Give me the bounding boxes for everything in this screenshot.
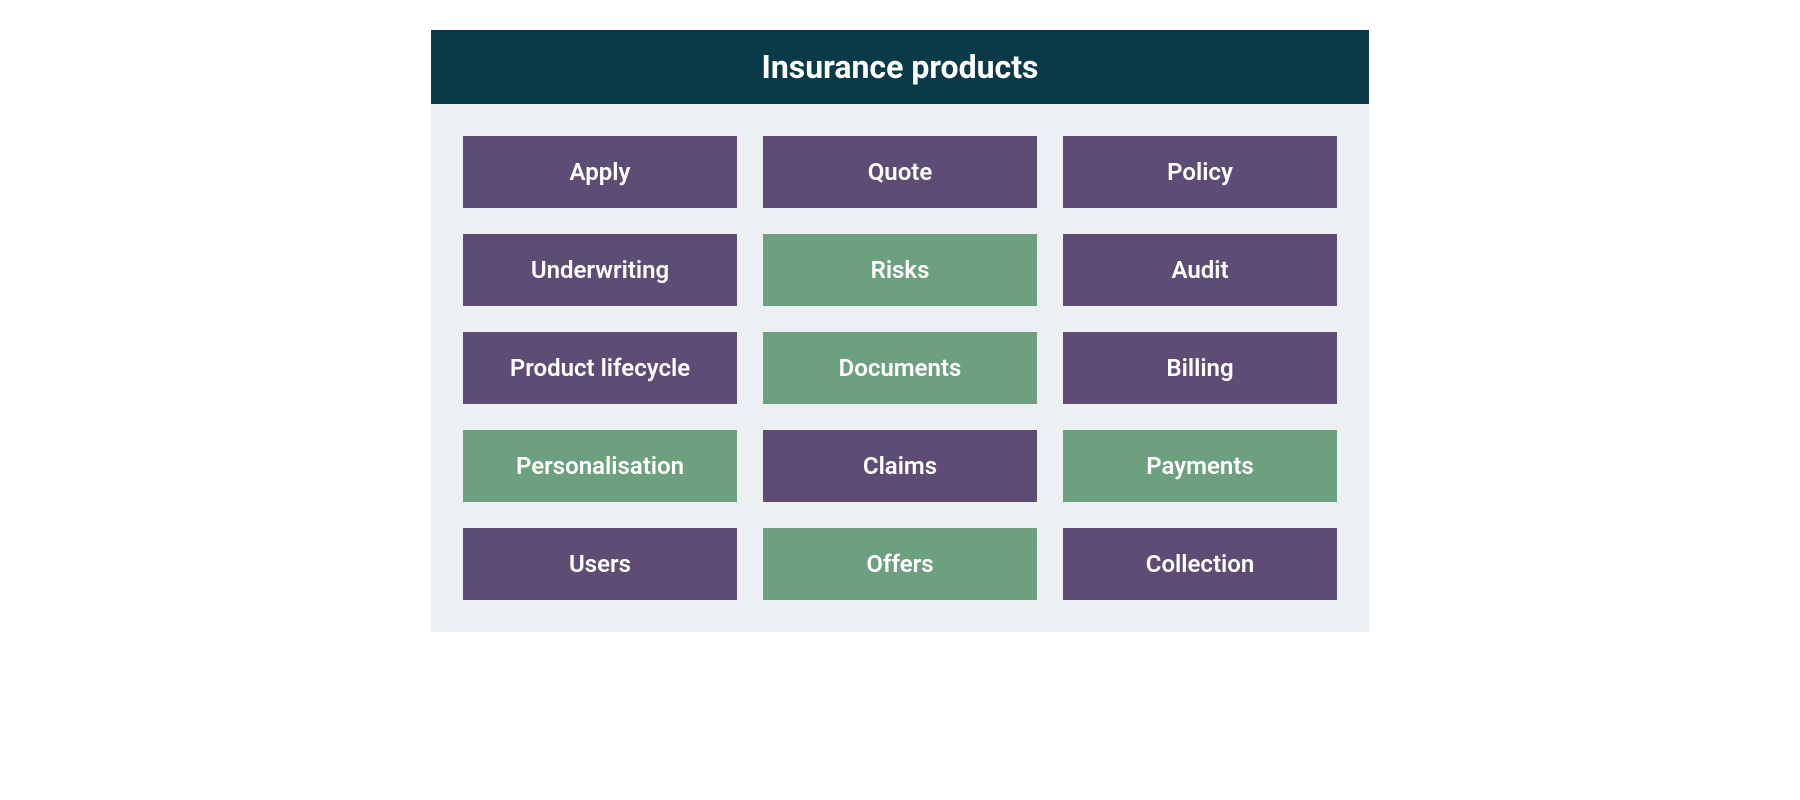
tile-collection: Collection	[1063, 528, 1337, 600]
card-title: Insurance products	[762, 48, 1039, 86]
tile-audit: Audit	[1063, 234, 1337, 306]
tile-documents: Documents	[763, 332, 1037, 404]
tile-label: Apply	[570, 158, 631, 186]
tile-personalisation: Personalisation	[463, 430, 737, 502]
tile-label: Claims	[863, 452, 937, 480]
tile-quote: Quote	[763, 136, 1037, 208]
tile-risks: Risks	[763, 234, 1037, 306]
tile-offers: Offers	[763, 528, 1037, 600]
tile-label: Quote	[868, 158, 933, 186]
tile-underwriting: Underwriting	[463, 234, 737, 306]
tile-label: Risks	[871, 256, 930, 284]
tile-label: Personalisation	[516, 452, 684, 480]
tile-label: Users	[569, 550, 631, 578]
tile-label: Collection	[1146, 550, 1254, 578]
tile-label: Payments	[1146, 452, 1253, 480]
tile-apply: Apply	[463, 136, 737, 208]
card-body: Apply Quote Policy Underwriting Risks Au…	[431, 104, 1369, 632]
tile-billing: Billing	[1063, 332, 1337, 404]
tile-label: Billing	[1166, 354, 1233, 382]
tile-label: Product lifecycle	[510, 354, 690, 382]
tile-label: Offers	[866, 550, 933, 578]
tile-label: Underwriting	[531, 256, 669, 284]
tile-label: Audit	[1171, 256, 1228, 284]
tile-product-lifecycle: Product lifecycle	[463, 332, 737, 404]
tile-policy: Policy	[1063, 136, 1337, 208]
insurance-products-card: Insurance products Apply Quote Policy Un…	[431, 30, 1369, 632]
card-header: Insurance products	[431, 30, 1369, 104]
tile-claims: Claims	[763, 430, 1037, 502]
tile-users: Users	[463, 528, 737, 600]
tile-label: Documents	[839, 354, 962, 382]
tile-payments: Payments	[1063, 430, 1337, 502]
tile-label: Policy	[1167, 158, 1233, 186]
